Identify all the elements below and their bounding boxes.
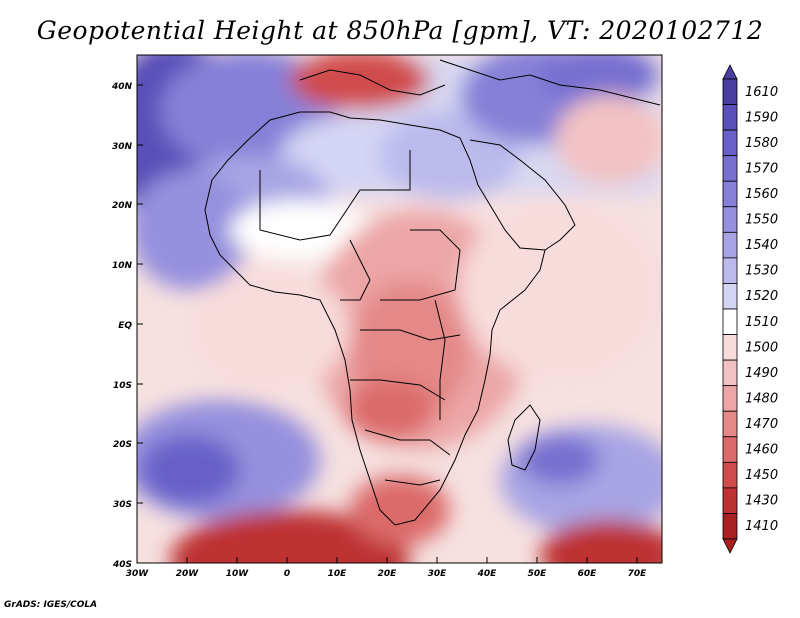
map-frame	[136, 54, 663, 564]
colorbar-swatch	[722, 231, 738, 259]
colorbar-swatch	[722, 283, 738, 310]
lon-label: 50E	[528, 569, 548, 579]
lat-label: 20N	[112, 201, 133, 211]
colorbar-swatch	[722, 78, 738, 105]
lon-label: 70E	[628, 569, 648, 579]
colorbar-swatch	[722, 487, 738, 514]
lon-label: 20W	[176, 569, 200, 579]
lat-label: 40N	[111, 82, 133, 92]
colorbar-swatch	[722, 513, 738, 540]
lat-label: 20S	[113, 440, 132, 450]
lon-label: 0	[284, 569, 290, 579]
chart-title: Geopotential Height at 850hPa [gpm], VT:…	[36, 16, 764, 45]
lon-label: 20E	[378, 569, 398, 579]
lon-label: 40E	[477, 569, 498, 579]
colorbar: 1610 1590 1580 1570 1560 1550 1540 1530 1520 1510…	[722, 64, 778, 554]
colorbar-label: 1560	[745, 187, 778, 202]
lon-labels: 30W 20W 10W 0 10E 20E 30E 40E 50E 60E 70…	[126, 569, 647, 579]
height-field	[137, 55, 662, 563]
colorbar-swatch	[722, 180, 738, 208]
colorbar-label: 1410	[745, 519, 778, 534]
colorbar-label: 1460	[745, 443, 778, 458]
colorbar-swatch	[722, 359, 738, 387]
colorbar-arrow-bottom	[722, 538, 738, 554]
coastlines	[204, 59, 661, 526]
colorbar-swatch	[722, 308, 738, 335]
colorbar-swatch	[722, 155, 738, 182]
lon-label: 30E	[428, 569, 448, 579]
colorbar-label: 1500	[745, 340, 778, 355]
colorbar-label: 1550	[745, 213, 778, 228]
credit-text: GrADS: IGES/COLA	[4, 600, 98, 610]
colorbar-label: 1610	[745, 85, 778, 100]
colorbar-label: 1470	[745, 417, 778, 432]
lat-label: 30S	[113, 500, 132, 510]
colorbar-label: 1540	[745, 238, 778, 253]
lon-label: 10W	[226, 569, 250, 579]
colorbar-label: 1480	[745, 391, 778, 406]
colorbar-swatch	[722, 436, 738, 463]
lat-label: 10S	[113, 381, 132, 391]
colorbar-swatch	[722, 206, 738, 233]
lat-label: 40S	[112, 560, 132, 570]
lon-label: 10E	[328, 569, 348, 579]
colorbar-swatch	[722, 461, 738, 489]
colorbar-label: 1580	[745, 136, 778, 151]
colorbar-arrow-top	[722, 64, 738, 80]
colorbar-label: 1520	[745, 289, 778, 304]
colorbar-swatch	[722, 410, 738, 438]
lat-label: 30N	[112, 142, 133, 152]
lat-label: 10N	[112, 261, 133, 271]
colorbar-label: 1590	[745, 110, 778, 125]
colorbar-label: 1450	[745, 468, 778, 483]
lon-label: 60E	[578, 569, 598, 579]
colorbar-label: 1510	[745, 315, 778, 330]
colorbar-label: 1430	[745, 494, 778, 509]
axis-ticks	[136, 84, 638, 564]
colorbar-swatch	[722, 104, 738, 131]
lat-labels: 40N 30N 20N 10N EQ 10S 20S 30S 40S	[111, 82, 133, 570]
colorbar-label: 1530	[745, 264, 778, 279]
colorbar-label: 1570	[745, 161, 778, 176]
colorbar-label: 1490	[745, 366, 778, 381]
colorbar-swatch	[722, 257, 738, 284]
colorbar-swatch	[722, 129, 738, 157]
colorbar-swatch	[722, 385, 738, 412]
colorbar-swatch	[722, 334, 738, 361]
lon-label: 30W	[126, 569, 150, 579]
lat-label: EQ	[118, 321, 132, 331]
